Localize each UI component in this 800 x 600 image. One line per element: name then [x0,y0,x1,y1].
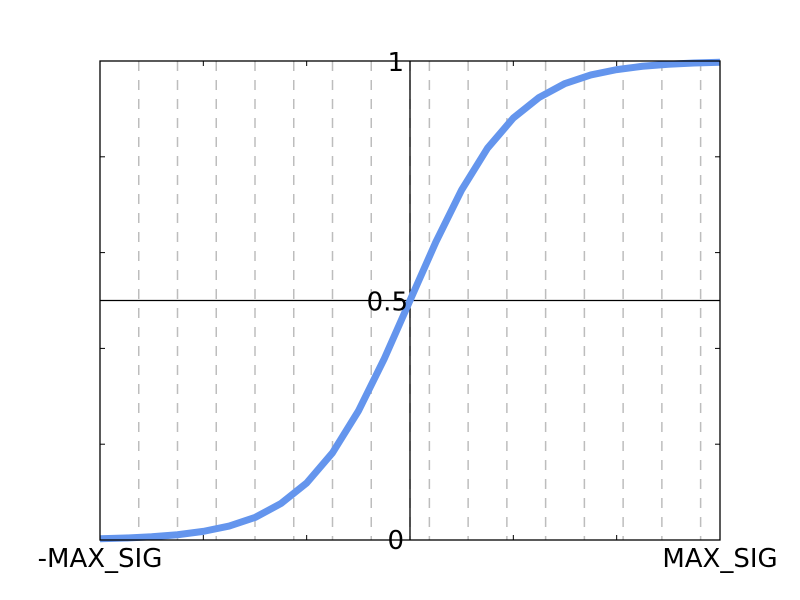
y-tick-label-one: 1 [387,48,404,78]
y-tick-label-zero: 0 [387,526,404,556]
y-tick-label-half: 0.5 [367,288,408,318]
x-tick-label-left: -MAX_SIG [38,544,163,574]
sigmoid-curve-0 [99,58,721,543]
series-layer [99,58,721,543]
ticks-layer [100,61,720,540]
plot-frame [99,60,721,541]
x-tick-label-right: MAX_SIG [662,544,777,574]
